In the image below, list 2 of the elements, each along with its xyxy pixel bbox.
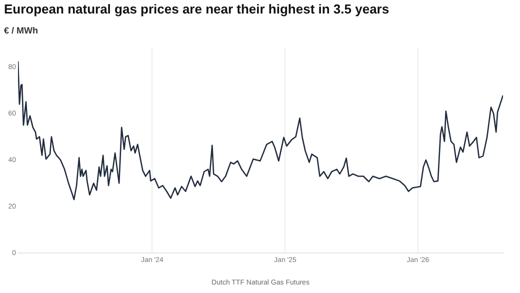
chart-title: European natural gas prices are near their highest in 3.5 years: [4, 1, 390, 16]
y-axis-title: € / MWh: [4, 25, 38, 36]
